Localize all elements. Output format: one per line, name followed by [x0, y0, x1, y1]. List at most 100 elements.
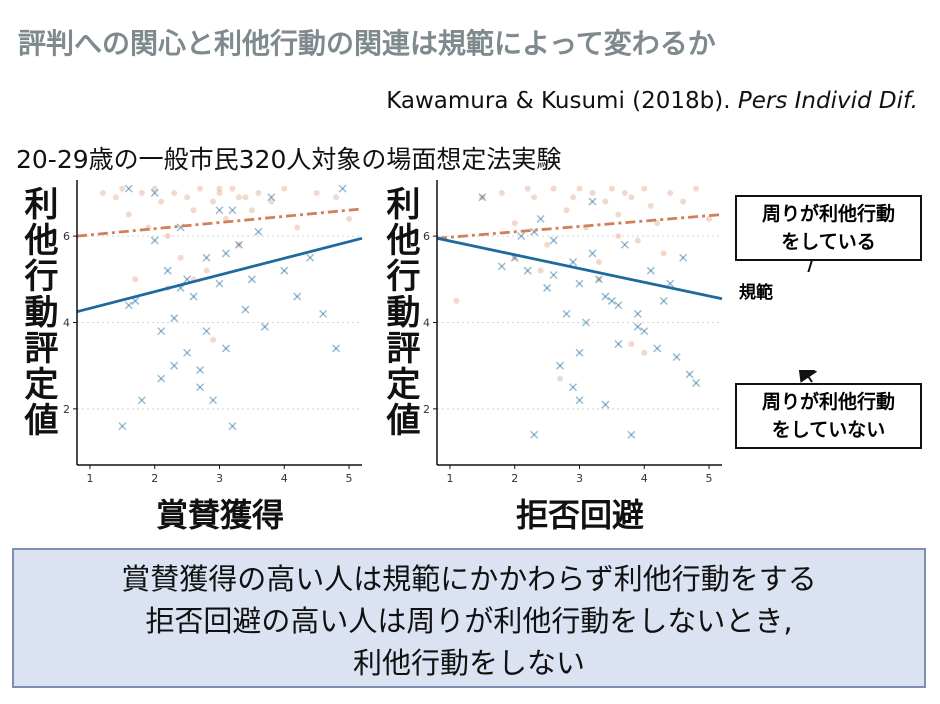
point	[706, 215, 713, 222]
point	[346, 215, 353, 222]
point	[692, 378, 701, 387]
x-tick-label: 1	[446, 472, 453, 485]
point	[563, 207, 570, 214]
point	[620, 240, 629, 249]
point	[672, 353, 681, 362]
point	[221, 249, 231, 258]
point	[248, 207, 255, 214]
point	[614, 301, 623, 310]
point	[595, 259, 602, 266]
fit-line	[436, 236, 723, 301]
point	[628, 341, 635, 348]
x-axis-label: 賞賛獲得	[155, 496, 284, 534]
point	[530, 430, 539, 439]
point	[247, 275, 256, 284]
point	[531, 194, 538, 201]
point	[523, 266, 532, 275]
point	[680, 198, 687, 205]
point	[215, 206, 224, 215]
point	[601, 292, 610, 301]
point	[280, 266, 289, 275]
point	[511, 220, 518, 227]
point	[550, 185, 557, 192]
point	[659, 296, 668, 305]
callout-line: 周りが利他行動	[761, 203, 895, 225]
point	[119, 185, 126, 192]
point	[549, 270, 558, 280]
point	[588, 197, 597, 206]
point	[667, 189, 674, 196]
y-tick-label: 6	[423, 230, 430, 243]
point	[640, 327, 649, 336]
point	[99, 189, 106, 196]
x-tick-label: 4	[641, 472, 648, 485]
point	[203, 267, 210, 274]
point	[241, 305, 250, 314]
point	[164, 233, 171, 240]
point	[588, 249, 597, 258]
conclusion-line: 利他行動をしない	[352, 646, 585, 680]
callout-line: をしていない	[771, 419, 886, 441]
point	[222, 215, 229, 222]
point	[536, 214, 545, 223]
point	[498, 189, 505, 196]
point	[151, 185, 158, 192]
point	[627, 430, 636, 439]
point	[575, 279, 584, 288]
x-axis-label: 拒否回避	[515, 496, 644, 534]
point	[575, 396, 584, 405]
point	[157, 327, 166, 336]
x-tick-label: 4	[281, 472, 288, 485]
point	[255, 189, 262, 196]
point	[216, 189, 223, 196]
point	[568, 383, 578, 392]
point	[202, 327, 211, 336]
point	[189, 292, 198, 301]
chart: 2 4 6 1 2 3 4 5	[423, 180, 723, 485]
x-tick-label: 5	[346, 472, 353, 485]
point	[570, 194, 577, 201]
y-tick-label: 4	[63, 317, 70, 330]
point	[628, 194, 635, 201]
point	[306, 253, 315, 262]
point	[497, 262, 506, 271]
point	[124, 301, 133, 310]
point	[235, 241, 242, 248]
fit-line	[76, 207, 363, 238]
point	[260, 322, 269, 331]
point	[313, 189, 320, 196]
point	[112, 194, 119, 201]
point	[338, 184, 347, 193]
point	[615, 211, 622, 218]
point	[216, 185, 223, 192]
y-tick-label: 2	[423, 403, 430, 416]
point	[125, 211, 132, 218]
y-tick-label: 6	[63, 230, 70, 243]
point	[543, 283, 552, 292]
y-tick-label: 4	[423, 317, 430, 330]
point	[235, 194, 242, 201]
point	[614, 340, 623, 349]
point	[653, 344, 662, 353]
point	[170, 361, 179, 370]
point	[137, 396, 146, 405]
point	[654, 220, 661, 227]
point	[679, 253, 688, 262]
x-tick-label: 3	[576, 472, 583, 485]
point	[524, 185, 531, 192]
point	[589, 189, 596, 196]
point	[294, 224, 301, 231]
point	[215, 279, 224, 288]
title: 評判への関心と利他行動の関連は規範によって変わるか	[18, 27, 716, 60]
point	[601, 400, 610, 409]
point	[202, 253, 211, 262]
point	[576, 185, 583, 192]
callout: 周りが利他行動 をしていない	[735, 383, 922, 449]
point	[118, 422, 127, 431]
point	[693, 185, 700, 192]
point	[575, 348, 584, 357]
point	[517, 232, 526, 241]
point	[660, 250, 667, 257]
point	[170, 314, 179, 323]
x-tick-label: 3	[216, 472, 223, 485]
